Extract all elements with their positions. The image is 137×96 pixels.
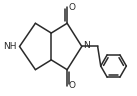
- Text: N: N: [84, 41, 90, 50]
- Text: O: O: [69, 81, 76, 90]
- Text: NH: NH: [4, 42, 17, 51]
- Text: O: O: [69, 3, 76, 12]
